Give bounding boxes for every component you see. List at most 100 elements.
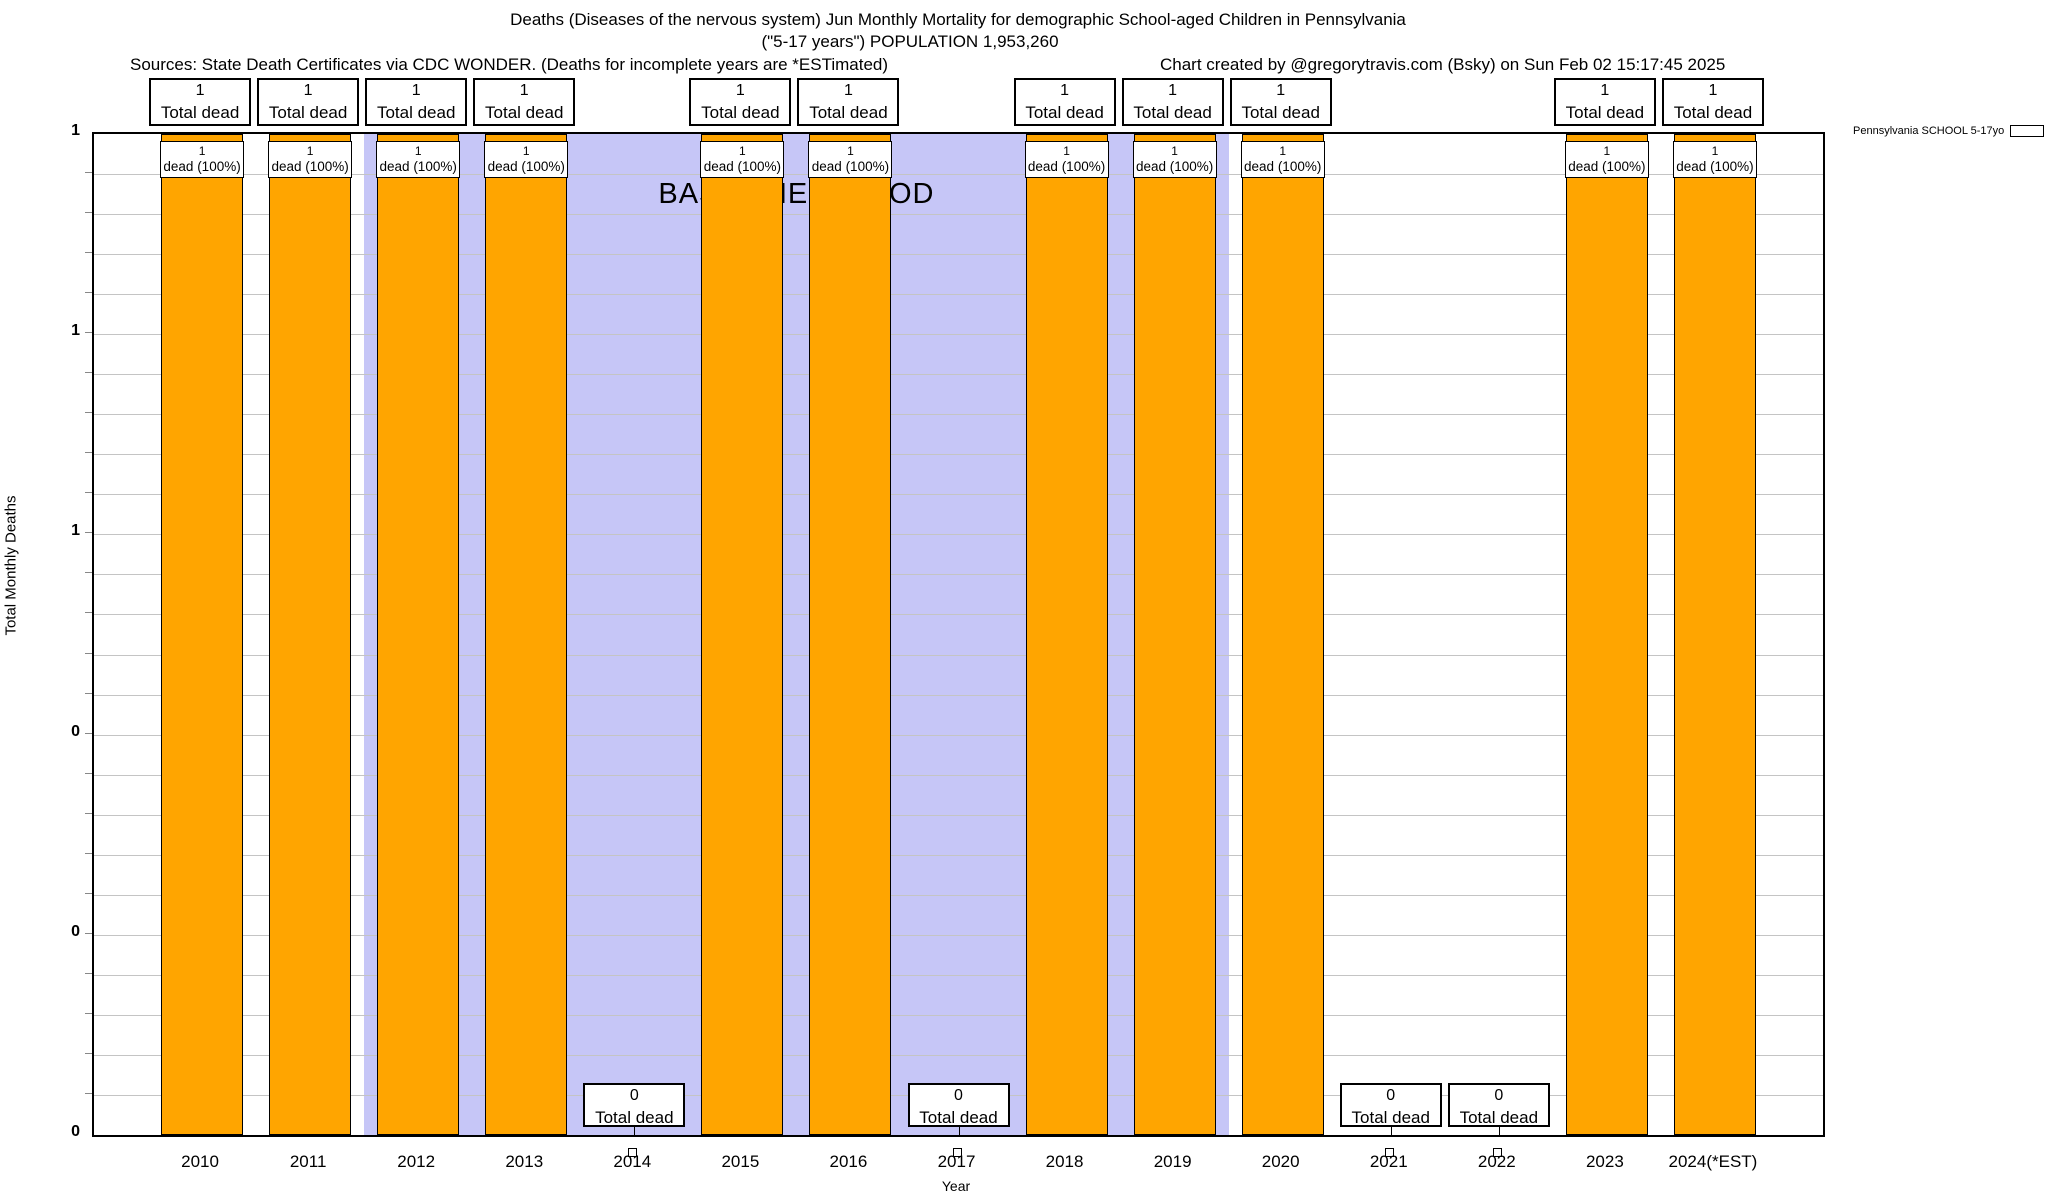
zero-box-stem [1498, 1127, 1500, 1135]
box-caption: Total dead [376, 102, 456, 122]
box-count: 1 [414, 144, 422, 158]
y-tick-mark [85, 532, 92, 534]
box-count: 1 [1600, 82, 1610, 99]
y-tick-label: 0 [71, 722, 80, 740]
bar-label-box-2018: 1 dead (100%) [1024, 141, 1109, 178]
bar-label-box-2024(*EST): 1 dead (100%) [1672, 141, 1757, 178]
y-tick-label: 0 [71, 1123, 80, 1140]
box-caption: Total dead [1459, 1107, 1539, 1127]
bar-2024(*EST) [1673, 134, 1756, 1135]
box-count: 1 [1279, 144, 1287, 158]
box-count: 1 [198, 144, 206, 158]
x-tick-label-2014: 2014 [613, 1152, 652, 1171]
x-tick-label-2019: 2019 [1153, 1152, 1192, 1171]
x-tick-label-2012: 2012 [397, 1152, 436, 1171]
y-tick-mark [85, 892, 92, 894]
zero-dead-box-2014: 0 Total dead [583, 1083, 686, 1127]
box-count: 1 [1168, 82, 1178, 99]
y-tick-mark [85, 412, 92, 414]
y-tick-mark [85, 332, 92, 334]
y-tick-mark [85, 772, 92, 774]
bar-2016 [809, 134, 892, 1135]
y-tick-mark [85, 372, 92, 374]
bar-2019 [1133, 134, 1216, 1135]
bar-2013 [485, 134, 568, 1135]
zero-dead-box-2017: 0 Total dead [907, 1083, 1010, 1127]
box-caption: Total dead [1673, 102, 1753, 122]
y-tick-mark [85, 252, 92, 254]
bar-2011 [269, 134, 352, 1135]
total-dead-box-2016: 1 Total dead [797, 78, 900, 126]
y-gridline [94, 974, 1823, 976]
chart-title-line2: ("5-17 years") POPULATION 1,953,260 [761, 32, 1059, 51]
y-gridline [94, 214, 1823, 216]
box-count: 1 [1603, 144, 1611, 158]
x-tick-label-2015: 2015 [721, 1152, 760, 1171]
y-tick-label: 0 [71, 922, 80, 940]
x-tick-label-2021: 2021 [1369, 1152, 1408, 1171]
box-caption: Total dead [1025, 102, 1104, 122]
zero-dead-box-2021: 0 Total dead [1339, 1083, 1442, 1127]
zero-box-stem [1390, 1127, 1392, 1135]
box-caption: Total dead [1351, 1107, 1430, 1127]
bar-label-box-2020: 1 dead (100%) [1240, 141, 1325, 178]
y-tick-mark [85, 1012, 92, 1014]
y-tick-mark [85, 812, 92, 814]
x-tick-label-2022: 2022 [1477, 1152, 1516, 1171]
chart-credit-note: Chart created by @gregorytravis.com (Bsk… [1160, 55, 1726, 74]
y-tick-mark [85, 1092, 92, 1094]
y-tick-mark [85, 732, 92, 734]
box-count: 1 [735, 82, 745, 99]
x-tick-label-2024(*EST): 2024(*EST) [1668, 1152, 1758, 1171]
box-caption: dead (100%) [487, 159, 565, 174]
box-caption: Total dead [268, 102, 348, 122]
box-caption: Total dead [701, 102, 780, 122]
box-caption: dead (100%) [1135, 159, 1214, 174]
y-gridline [94, 814, 1823, 816]
box-caption: dead (100%) [1027, 159, 1106, 174]
y-gridline [94, 334, 1823, 336]
total-dead-box-2023: 1 Total dead [1553, 78, 1656, 126]
box-count: 1 [1063, 144, 1070, 158]
y-tick-label: 1 [71, 322, 80, 340]
total-dead-box-2011: 1 Total dead [257, 78, 360, 126]
y-gridline [94, 774, 1823, 776]
total-dead-box-2018: 1 Total dead [1013, 78, 1116, 126]
x-axis-title: Year [941, 1178, 971, 1194]
y-gridline [94, 374, 1823, 376]
zero-point-marker [628, 1148, 638, 1157]
bar-label-box-2015: 1 dead (100%) [700, 141, 785, 178]
bar-2020 [1241, 134, 1324, 1135]
box-caption: Total dead [1133, 102, 1212, 122]
y-gridline [94, 894, 1823, 896]
box-count: 1 [195, 82, 205, 99]
bar-label-box-2011: 1 dead (100%) [268, 141, 353, 178]
total-dead-box-2012: 1 Total dead [365, 78, 468, 126]
x-tick-label-2010: 2010 [181, 1152, 219, 1171]
y-axis-title: Total Monthly Deaths [2, 495, 20, 636]
total-dead-box-2019: 1 Total dead [1121, 78, 1224, 126]
y-tick-mark [85, 292, 92, 294]
zero-point-marker [1384, 1148, 1394, 1157]
box-count: 1 [303, 82, 313, 99]
zero-box-stem [958, 1127, 960, 1135]
total-dead-box-2020: 1 Total dead [1229, 78, 1332, 126]
box-count: 1 [1171, 144, 1178, 158]
y-tick-mark [85, 172, 92, 174]
bar-label-box-2019: 1 dead (100%) [1132, 141, 1217, 178]
box-count: 1 [1276, 82, 1286, 99]
x-tick-label-2016: 2016 [829, 1152, 868, 1171]
box-count: 1 [1060, 82, 1070, 99]
box-caption: Total dead [595, 1107, 674, 1127]
box-count: 1 [522, 144, 530, 158]
y-gridline [94, 494, 1823, 496]
x-tick-label-2013: 2013 [505, 1152, 544, 1171]
y-gridline [94, 414, 1823, 416]
y-tick-mark [85, 932, 92, 934]
y-tick-mark [85, 452, 92, 454]
x-tick-label-2018: 2018 [1045, 1152, 1084, 1171]
y-gridline [94, 654, 1823, 656]
bar-2015 [701, 134, 784, 1135]
box-count: 0 [1494, 1087, 1504, 1104]
